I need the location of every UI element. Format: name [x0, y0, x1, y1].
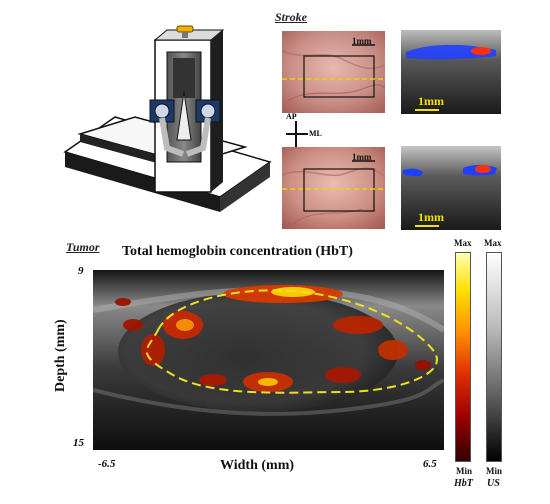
doppler-us-bottom: [401, 146, 501, 230]
axis-ml-label: ML: [309, 129, 322, 138]
tumor-boundary-dashed: [145, 289, 438, 394]
y-tick-top: 9: [78, 265, 84, 277]
tumor-label: Tumor: [66, 240, 100, 254]
brain-photo-bottom: [282, 147, 385, 229]
ear-bars: [149, 99, 221, 157]
us-colorbar-max: Max: [484, 238, 502, 248]
y-axis-label: Depth (mm): [53, 319, 68, 392]
hbt-colorbar: [455, 252, 471, 462]
hbt-title: Total hemoglobin concentration (HbT): [122, 244, 353, 259]
stereotaxic-frame-illustration: [63, 25, 272, 212]
photo-scale-label-top: 1mm: [352, 36, 372, 46]
hbt-colorbar-name: HbT: [454, 478, 473, 489]
brain-photo-top: [282, 31, 385, 113]
axis-cross-icon: [286, 121, 308, 147]
us-colorbar-name: US: [487, 478, 500, 489]
doppler-us-top: [401, 30, 501, 114]
y-tick-bottom: 15: [73, 437, 84, 449]
us-scale-label-top: 1mm: [418, 94, 444, 108]
x-axis-label: Width (mm): [220, 458, 295, 473]
roi-box: [303, 55, 375, 98]
hbt-image: [93, 270, 444, 450]
us-colorbar-min: Min: [486, 466, 503, 476]
x-tick-left: -6.5: [98, 458, 116, 470]
hbt-colorbar-max: Max: [454, 238, 472, 248]
x-tick-right: 6.5: [423, 458, 437, 470]
stroke-label: Stroke: [275, 10, 308, 24]
roi-box: [303, 168, 375, 212]
hbt-hotspots: [115, 285, 431, 392]
us-scale-label-bottom: 1mm: [418, 210, 444, 224]
knob-top: [176, 25, 194, 38]
photo-scale-label-bottom: 1mm: [352, 152, 372, 162]
us-colorbar: [486, 252, 502, 462]
vertical-tower: [153, 29, 225, 193]
axis-ap-label: AP: [286, 112, 297, 121]
hbt-colorbar-min: Min: [456, 466, 473, 476]
